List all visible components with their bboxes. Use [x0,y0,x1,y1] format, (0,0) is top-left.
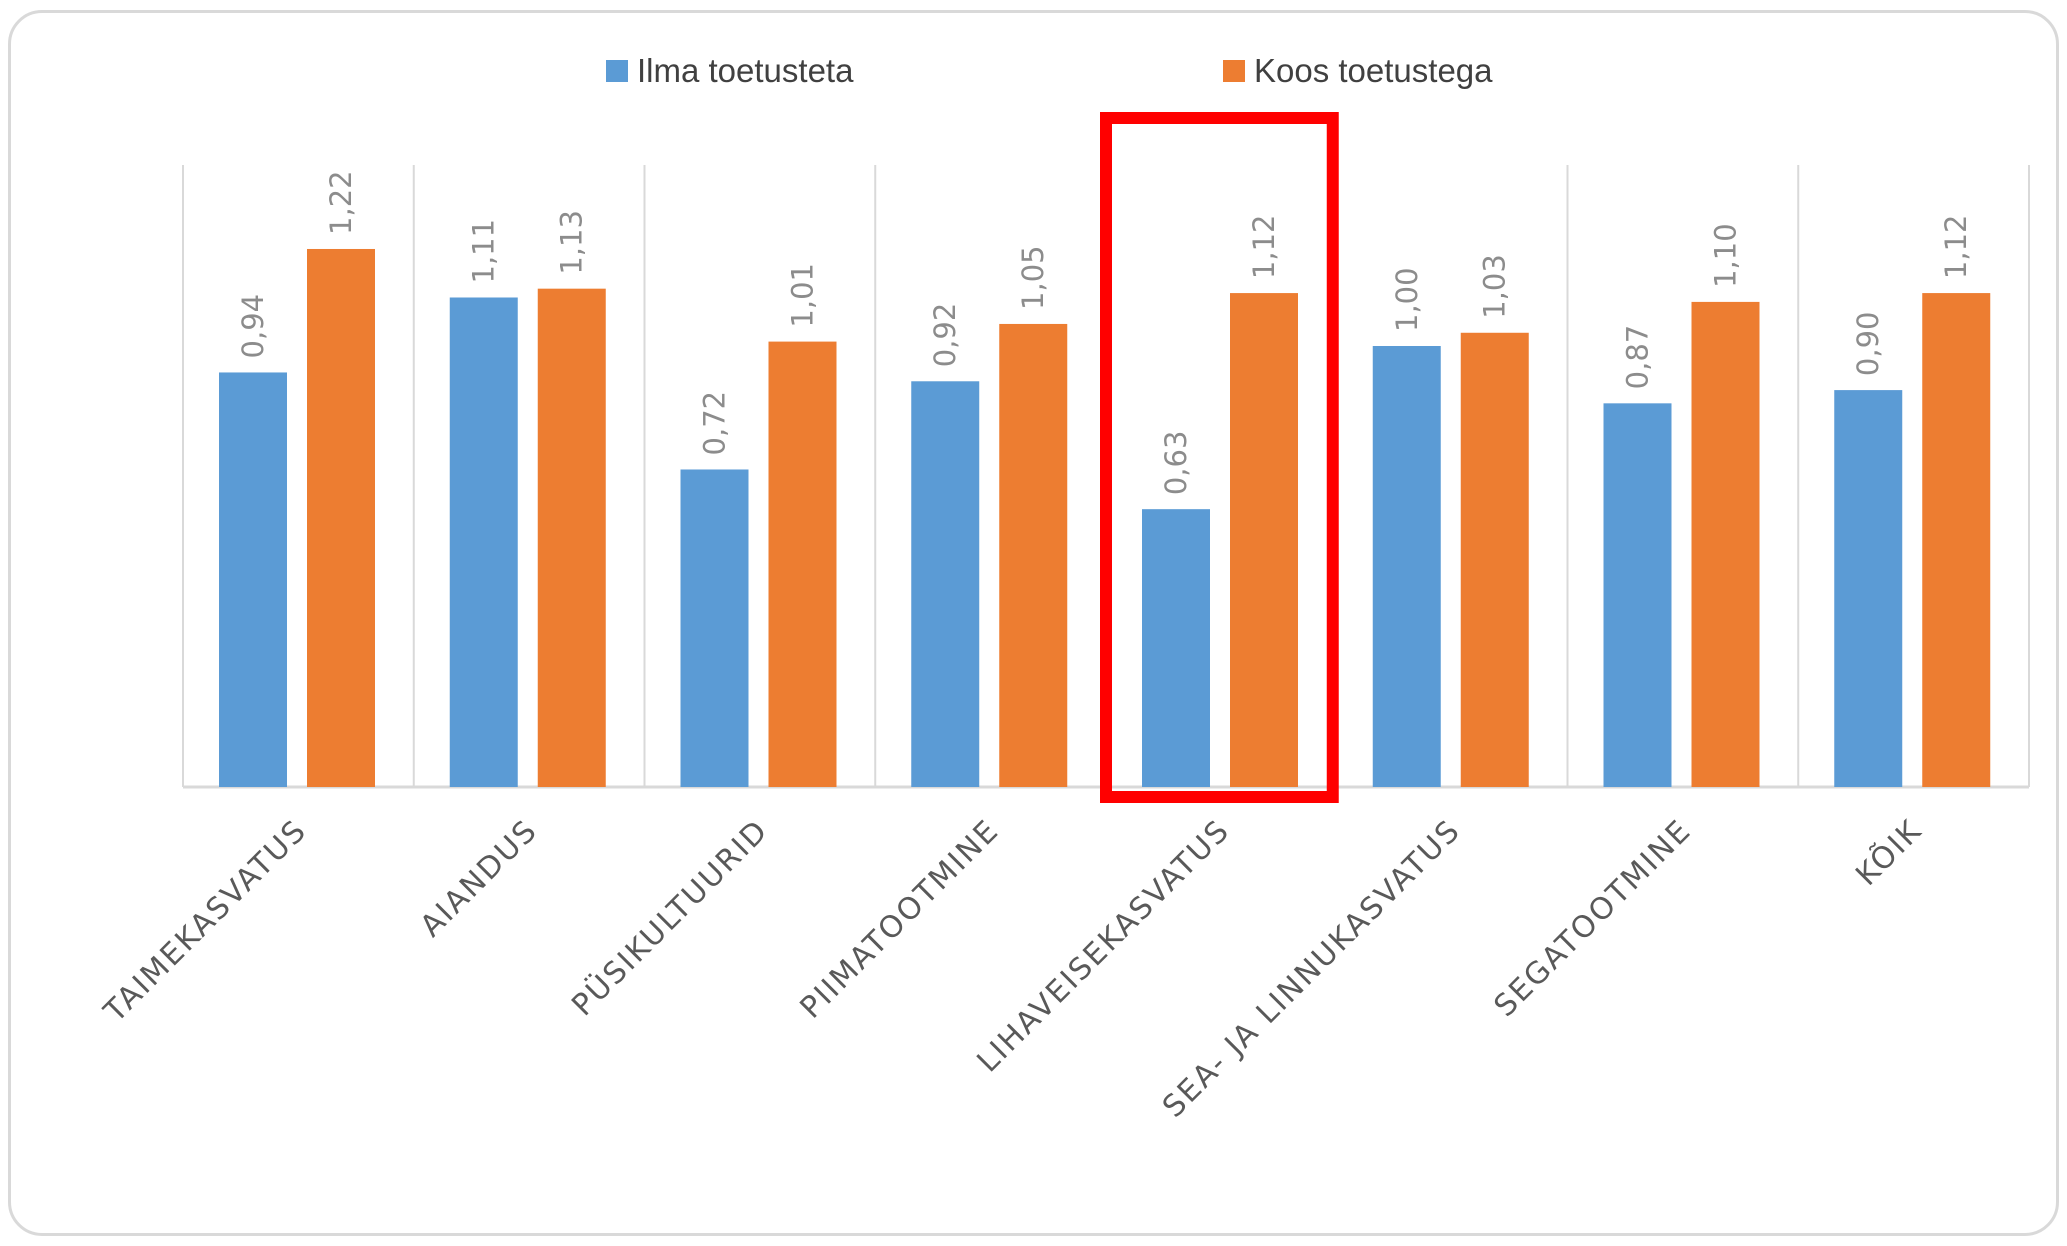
bar-ilma-toetusteta-lihaveisekasvatus [1142,509,1210,787]
bar-ilma-toetusteta-p-sikultuurid [680,469,749,787]
data-label-koos-toetustega-p-sikultuurid: 1,01 [786,263,820,328]
bar-koos-toetustega-sea-ja-linnukasvatus [1460,332,1529,787]
bar-koos-toetustega-piimatootmine [999,323,1068,787]
data-label-koos-toetustega-piimatootmine: 1,05 [1016,245,1050,310]
category-label-p-sikultuurid: PÜSIKULTUURID [565,812,776,1023]
data-label-koos-toetustega-taimekasvatus: 1,22 [324,170,358,235]
bar-koos-toetustega-aiandus [537,288,606,787]
data-label-ilma-toetusteta-sea-ja-linnukasvatus: 1,00 [1390,267,1424,332]
data-label-ilma-toetusteta-k-ik: 0,90 [1851,312,1885,377]
category-label-k-ik: KÕIK [1848,811,1929,892]
data-label-koos-toetustega-k-ik: 1,12 [1939,215,1973,280]
bar-koos-toetustega-lihaveisekasvatus [1230,293,1298,787]
data-label-koos-toetustega-lihaveisekasvatus: 1,12 [1247,215,1281,280]
category-labels: TAIMEKASVATUS AIANDUS PÜSIKULTUURID PIIMATO… [97,811,1929,1124]
data-label-koos-toetustega-sea-ja-linnukasvatus: 1,03 [1478,254,1512,319]
bar-ilma-toetusteta-aiandus [449,297,518,787]
bar-ilma-toetusteta-segatootmine [1603,403,1672,787]
data-label-ilma-toetusteta-piimatootmine: 0,92 [928,303,962,368]
category-label-segatootmine: SEGATOOTMINE [1487,813,1698,1024]
bar-ilma-toetusteta-sea-ja-linnukasvatus [1372,346,1441,787]
bar-koos-toetustega-k-ik [1922,293,1991,787]
bar-ilma-toetusteta-piimatootmine [911,381,980,787]
bar-koos-toetustega-p-sikultuurid [768,341,837,787]
data-label-ilma-toetusteta-segatootmine: 0,87 [1621,325,1655,390]
highlight-box [1100,112,1339,803]
data-label-ilma-toetusteta-lihaveisekasvatus: 0,63 [1159,431,1193,496]
data-label-ilma-toetusteta-aiandus: 1,11 [467,219,501,284]
legend-swatch-koos-toetustega [1223,60,1245,82]
highlight-layer [1100,112,1339,803]
legend-swatch-ilma-toetusteta [606,60,628,82]
data-label-koos-toetustega-aiandus: 1,13 [555,210,589,275]
data-label-ilma-toetusteta-taimekasvatus: 0,94 [236,294,270,359]
category-label-aiandus: AIANDUS [414,813,545,944]
data-label-ilma-toetusteta-p-sikultuurid: 0,72 [698,391,732,456]
category-label-lihaveisekasvatus: LIHAVEISEKASVATUS [971,813,1238,1080]
bar-koos-toetustega-segatootmine [1691,301,1760,787]
legend-label-koos-toetustega: Koos toetustega [1254,52,1493,89]
bar-ilma-toetusteta-k-ik [1834,390,1903,787]
bars [219,248,1991,788]
bar-koos-toetustega-taimekasvatus [307,248,375,788]
data-label-koos-toetustega-segatootmine: 1,10 [1709,223,1743,288]
category-label-piimatootmine: PIIMATOOTMINE [794,813,1007,1026]
category-label-taimekasvatus: TAIMEKASVATUS [97,813,314,1030]
bar-ilma-toetusteta-taimekasvatus [219,372,287,787]
legend-label-ilma-toetusteta: Ilma toetusteta [637,52,854,89]
legend: Ilma toetusteta Koos toetustega [606,52,1493,89]
data-labels: 0,94 1,22 1,11 1,13 0,72 1,01 0,92 1,05 0,63 1,12… [236,170,1973,495]
